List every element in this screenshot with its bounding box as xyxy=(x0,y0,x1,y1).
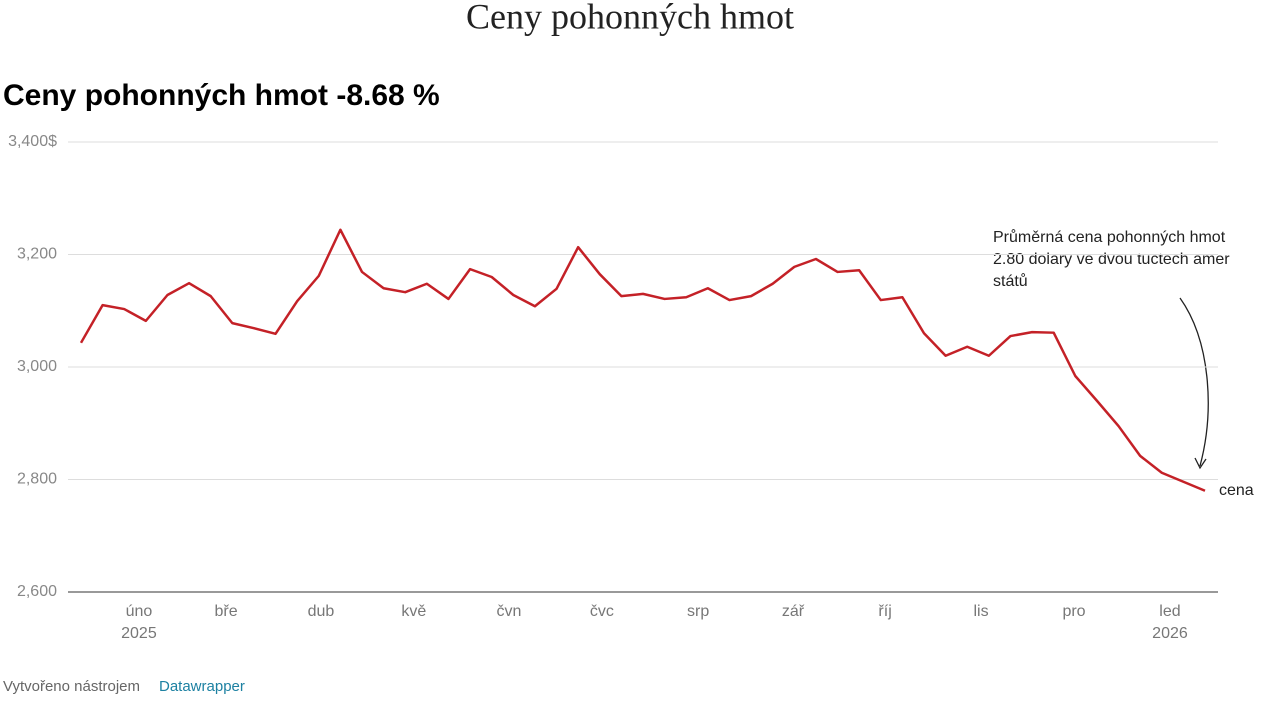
annotation-line: států xyxy=(993,272,1028,290)
series-label: cena xyxy=(1219,482,1254,499)
x-tick-label: led xyxy=(1159,603,1180,620)
x-tick-label: kvě xyxy=(401,603,426,620)
x-tick-label: dub xyxy=(308,603,335,620)
x-tick-year: 2026 xyxy=(1152,625,1188,642)
y-tick-label: 3,200 xyxy=(17,246,57,263)
annotation: Průměrná cena pohonných hmot 2.80 dolary… xyxy=(993,228,1230,470)
y-tick-label: 2,800 xyxy=(17,471,57,488)
annotation-arrow xyxy=(1179,297,1209,467)
footer-link[interactable]: Datawrapper xyxy=(159,678,245,695)
page-title: Ceny pohonných hmot xyxy=(466,0,794,36)
y-tick-label: 3,000 xyxy=(17,358,57,375)
chart-title: Ceny pohonných hmot -8.68 % xyxy=(3,79,440,112)
x-tick-label: pro xyxy=(1062,603,1085,620)
annotation-line: 2.80 dolary ve dvou tuctech amer xyxy=(993,251,1230,268)
x-tick-label: zář xyxy=(782,603,805,620)
x-tick-label: říj xyxy=(878,603,891,620)
x-tick-label: čvn xyxy=(497,603,522,620)
y-tick-label: 3,400$ xyxy=(8,133,57,150)
line xyxy=(79,228,1206,492)
y-tick-label: 2,600 xyxy=(17,583,57,600)
x-tick-label: bře xyxy=(214,603,237,620)
x-tick-year: 2025 xyxy=(121,625,157,642)
arrow-head xyxy=(1194,457,1207,470)
x-tick-label: srp xyxy=(687,603,709,620)
footer-text: Vytvořeno nástrojem xyxy=(3,678,140,695)
x-tick-label: čvc xyxy=(590,603,614,620)
x-tick-label: lis xyxy=(974,603,989,620)
annotation-line: Průměrná cena pohonných hmot xyxy=(993,228,1226,246)
x-tick-label: úno xyxy=(126,603,153,620)
